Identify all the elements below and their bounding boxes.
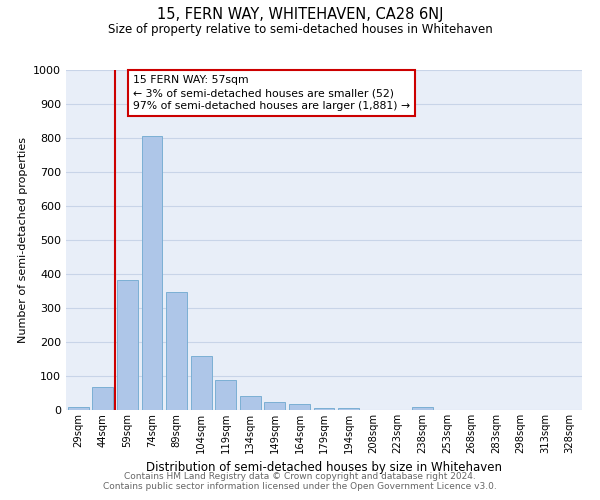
Bar [92,387,113,410]
Bar [117,280,138,410]
Bar [289,404,310,410]
Bar [191,356,212,410]
Text: 15 FERN WAY: 57sqm
← 3% of semi-detached houses are smaller (52)
97% of semi-det: 15 FERN WAY: 57sqm ← 3% of semi-detached… [133,75,410,112]
Text: 15, FERN WAY, WHITEHAVEN, CA28 6NJ: 15, FERN WAY, WHITEHAVEN, CA28 6NJ [157,8,443,22]
Bar [142,136,163,410]
Bar [166,292,187,410]
Text: Size of property relative to semi-detached houses in Whitehaven: Size of property relative to semi-detach… [107,22,493,36]
Text: Contains HM Land Registry data © Crown copyright and database right 2024.: Contains HM Land Registry data © Crown c… [124,472,476,481]
Bar [314,408,334,410]
Bar [265,402,286,410]
Bar [412,408,433,410]
Bar [240,396,261,410]
Bar [68,408,89,410]
Text: Contains public sector information licensed under the Open Government Licence v3: Contains public sector information licen… [103,482,497,491]
X-axis label: Distribution of semi-detached houses by size in Whitehaven: Distribution of semi-detached houses by … [146,462,502,474]
Y-axis label: Number of semi-detached properties: Number of semi-detached properties [17,137,28,343]
Bar [215,380,236,410]
Bar [338,408,359,410]
